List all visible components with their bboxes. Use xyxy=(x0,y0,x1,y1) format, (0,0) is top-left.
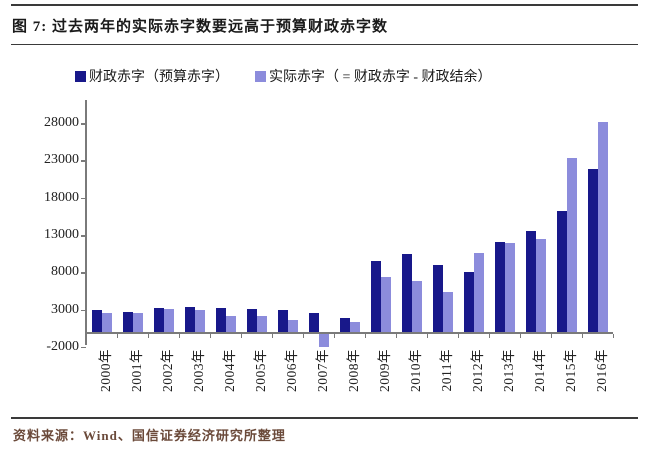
x-axis-label-2006年: 2006年 xyxy=(284,349,299,392)
x-axis-label-2016年: 2016年 xyxy=(594,349,609,392)
bar-budget-2011年 xyxy=(433,264,443,332)
bar-actual-2004年 xyxy=(226,316,236,332)
y-axis-line xyxy=(85,100,87,345)
top-divider xyxy=(11,4,638,6)
bar-actual-2009年 xyxy=(381,276,391,332)
y-axis-tick-label: 3000 xyxy=(51,301,79,317)
bar-budget-2010年 xyxy=(402,253,412,332)
x-axis-label-2005年: 2005年 xyxy=(253,349,268,392)
bottom-divider xyxy=(11,417,638,419)
x-axis-tick xyxy=(488,334,490,338)
bar-budget-2008年 xyxy=(340,317,350,332)
bar-actual-2013年 xyxy=(505,243,515,332)
bar-actual-2011年 xyxy=(443,291,453,332)
x-axis-label-2011年: 2011年 xyxy=(439,349,454,392)
x-axis-tick xyxy=(240,334,242,338)
bar-budget-2004年 xyxy=(216,308,226,332)
bar-actual-2005年 xyxy=(257,315,267,332)
actual-deficit-swatch-icon xyxy=(255,70,266,82)
bar-actual-2006年 xyxy=(288,320,298,332)
x-axis-label-2000年: 2000年 xyxy=(98,349,113,392)
x-axis-tick xyxy=(364,334,366,338)
bar-actual-2001年 xyxy=(133,313,143,332)
y-axis-tick xyxy=(81,160,86,162)
x-axis-label-2015年: 2015年 xyxy=(563,349,578,392)
budget-deficit-swatch-icon xyxy=(75,70,86,82)
data-source-note: 资料来源：Wind、国信证券经济研究所整理 xyxy=(13,428,286,443)
x-axis-tick xyxy=(426,334,428,338)
bar-budget-2002年 xyxy=(154,308,164,332)
y-axis-tick xyxy=(81,123,86,125)
x-axis-tick xyxy=(271,334,273,338)
chart-legend: 财政赤字（预算赤字） 实际赤字（ = 财政赤字 - 财政结余） xyxy=(0,66,648,86)
x-axis-tick xyxy=(395,334,397,338)
x-axis-label-2012年: 2012年 xyxy=(470,349,485,392)
bar-actual-2015年 xyxy=(567,158,577,332)
x-axis-label-2008年: 2008年 xyxy=(346,349,361,392)
x-axis-tick xyxy=(85,334,87,338)
bar-budget-2009年 xyxy=(371,261,381,332)
y-axis-tick-label: 18000 xyxy=(44,189,79,205)
bar-actual-2000年 xyxy=(102,313,112,332)
x-axis-label-2009年: 2009年 xyxy=(377,349,392,392)
x-axis-label-2007年: 2007年 xyxy=(315,349,330,392)
x-axis-tick xyxy=(550,334,552,338)
x-axis-label-2004年: 2004年 xyxy=(222,349,237,392)
y-axis-tick-label: 13000 xyxy=(44,227,79,243)
y-axis-tick xyxy=(81,235,86,237)
x-axis-tick xyxy=(519,334,521,338)
y-axis-tick-label: 28000 xyxy=(44,115,79,131)
x-axis-tick xyxy=(147,334,149,338)
y-axis-tick-label: 8000 xyxy=(51,264,79,280)
x-axis-tick xyxy=(178,334,180,338)
bar-actual-2010年 xyxy=(412,281,422,332)
figure-title: 图 7: 过去两年的实际赤字数要远高于预算财政赤字数 xyxy=(12,19,388,35)
legend-label: 财政赤字（预算赤字） xyxy=(89,70,229,85)
x-axis-label-2013年: 2013年 xyxy=(501,349,516,392)
y-axis-tick xyxy=(81,272,86,274)
legend-item-actual-deficit: 实际赤字（ = 财政赤字 - 财政结余） xyxy=(255,66,492,86)
bar-actual-2008年 xyxy=(350,322,360,332)
y-axis-tick-label: 23000 xyxy=(44,152,79,168)
x-axis-tick xyxy=(457,334,459,338)
x-axis-tick xyxy=(302,334,304,338)
legend-item-budget-deficit: 财政赤字（预算赤字） xyxy=(75,66,229,86)
bar-budget-2016年 xyxy=(588,169,598,332)
x-axis-tick xyxy=(612,334,614,338)
x-axis-tick xyxy=(581,334,583,338)
x-axis-label-2001年: 2001年 xyxy=(129,349,144,392)
bar-budget-2006年 xyxy=(278,309,288,332)
x-axis-label-2014年: 2014年 xyxy=(532,349,547,392)
bar-budget-2003年 xyxy=(185,307,195,332)
bar-actual-2003年 xyxy=(195,310,205,332)
x-axis-label-2010年: 2010年 xyxy=(408,349,423,392)
x-axis-tick xyxy=(116,334,118,338)
bar-budget-2005年 xyxy=(247,308,257,332)
bar-budget-2007年 xyxy=(309,313,319,332)
bar-actual-2016年 xyxy=(598,121,608,332)
x-axis-label-2002年: 2002年 xyxy=(160,349,175,392)
y-axis-tick-label: -2000 xyxy=(46,338,79,354)
bar-actual-2012年 xyxy=(474,252,484,332)
x-axis-tick xyxy=(209,334,211,338)
x-axis-tick xyxy=(333,334,335,338)
bar-budget-2013年 xyxy=(495,242,505,332)
x-axis-label-2003年: 2003年 xyxy=(191,349,206,392)
bar-budget-2014年 xyxy=(526,231,536,332)
bar-actual-2014年 xyxy=(536,239,546,332)
y-axis-tick xyxy=(81,197,86,200)
x-axis-line xyxy=(85,332,613,334)
y-axis-tick xyxy=(81,346,86,349)
bar-budget-2015年 xyxy=(557,211,567,332)
title-underline xyxy=(11,44,638,45)
legend-label: 实际赤字（ = 财政赤字 - 财政结余） xyxy=(269,70,492,85)
bar-budget-2000年 xyxy=(92,310,102,332)
bar-actual-2007年 xyxy=(319,334,329,347)
bar-budget-2001年 xyxy=(123,311,133,332)
y-axis-tick xyxy=(81,309,86,312)
bar-actual-2002年 xyxy=(164,308,174,332)
bar-budget-2012年 xyxy=(464,272,474,332)
